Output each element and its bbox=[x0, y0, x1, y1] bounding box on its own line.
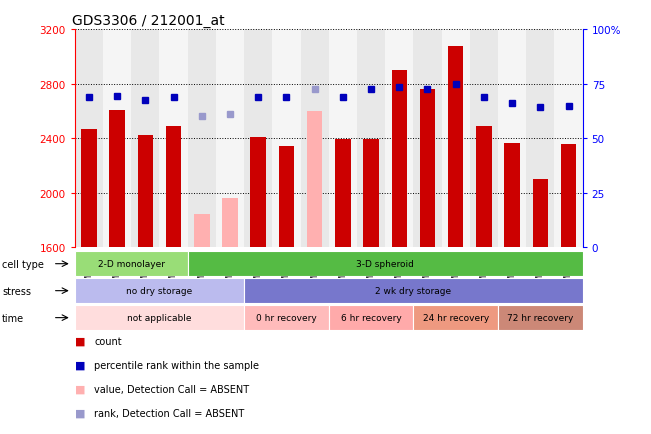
Bar bbox=[498, 30, 526, 247]
Bar bbox=[272, 30, 301, 247]
Text: 24 hr recovery: 24 hr recovery bbox=[422, 313, 489, 322]
Bar bbox=[561, 144, 576, 247]
Bar bbox=[413, 306, 498, 330]
Bar bbox=[166, 127, 182, 247]
Bar bbox=[132, 30, 159, 247]
Text: ■: ■ bbox=[75, 336, 85, 346]
Bar bbox=[555, 30, 583, 247]
Text: not applicable: not applicable bbox=[127, 313, 192, 322]
Text: stress: stress bbox=[2, 286, 31, 296]
Text: 2-D monolayer: 2-D monolayer bbox=[98, 260, 165, 269]
Bar bbox=[279, 147, 294, 247]
Bar bbox=[159, 30, 187, 247]
Text: 72 hr recovery: 72 hr recovery bbox=[507, 313, 574, 322]
Bar bbox=[363, 140, 379, 247]
Bar bbox=[103, 30, 132, 247]
Bar bbox=[329, 306, 413, 330]
Text: percentile rank within the sample: percentile rank within the sample bbox=[94, 360, 259, 370]
Bar bbox=[307, 112, 322, 247]
Bar bbox=[75, 30, 103, 247]
Bar bbox=[357, 30, 385, 247]
Bar bbox=[187, 30, 216, 247]
Bar bbox=[137, 136, 153, 247]
Text: value, Detection Call = ABSENT: value, Detection Call = ABSENT bbox=[94, 384, 249, 394]
Bar bbox=[413, 30, 441, 247]
Bar bbox=[75, 279, 244, 303]
Text: GDS3306 / 212001_at: GDS3306 / 212001_at bbox=[72, 14, 225, 28]
Bar bbox=[251, 138, 266, 247]
Text: ■: ■ bbox=[75, 408, 85, 418]
Bar bbox=[75, 306, 244, 330]
Bar bbox=[526, 30, 555, 247]
Text: 0 hr recovery: 0 hr recovery bbox=[256, 313, 317, 322]
Text: ■: ■ bbox=[75, 360, 85, 370]
Bar bbox=[448, 46, 464, 247]
Bar bbox=[505, 144, 520, 247]
Bar bbox=[441, 30, 470, 247]
Bar bbox=[470, 30, 498, 247]
Text: 2 wk dry storage: 2 wk dry storage bbox=[376, 286, 451, 296]
Bar bbox=[109, 110, 125, 247]
Bar bbox=[244, 279, 583, 303]
Bar bbox=[194, 215, 210, 247]
Bar bbox=[498, 306, 583, 330]
Bar bbox=[335, 140, 351, 247]
Bar bbox=[420, 90, 436, 247]
Bar bbox=[244, 306, 329, 330]
Bar bbox=[75, 252, 187, 276]
Bar bbox=[385, 30, 413, 247]
Bar bbox=[216, 30, 244, 247]
Bar bbox=[533, 180, 548, 247]
Text: 3-D spheroid: 3-D spheroid bbox=[356, 260, 414, 269]
Bar bbox=[391, 71, 407, 247]
Bar bbox=[476, 127, 492, 247]
Text: rank, Detection Call = ABSENT: rank, Detection Call = ABSENT bbox=[94, 408, 245, 418]
Text: 6 hr recovery: 6 hr recovery bbox=[340, 313, 402, 322]
Bar bbox=[329, 30, 357, 247]
Bar bbox=[187, 252, 583, 276]
Text: count: count bbox=[94, 336, 122, 346]
Bar bbox=[244, 30, 272, 247]
Text: ■: ■ bbox=[75, 384, 85, 394]
Bar bbox=[222, 198, 238, 247]
Text: time: time bbox=[2, 313, 24, 323]
Text: cell type: cell type bbox=[2, 259, 44, 269]
Text: no dry storage: no dry storage bbox=[126, 286, 193, 296]
Bar bbox=[81, 129, 97, 247]
Bar bbox=[301, 30, 329, 247]
